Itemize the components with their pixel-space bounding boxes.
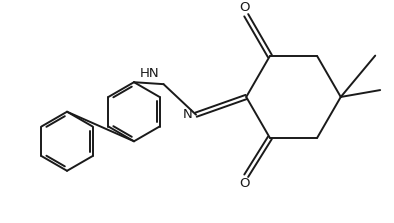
Text: O: O xyxy=(239,1,249,14)
Text: N: N xyxy=(182,108,192,121)
Text: O: O xyxy=(239,177,249,190)
Text: HN: HN xyxy=(140,67,160,80)
